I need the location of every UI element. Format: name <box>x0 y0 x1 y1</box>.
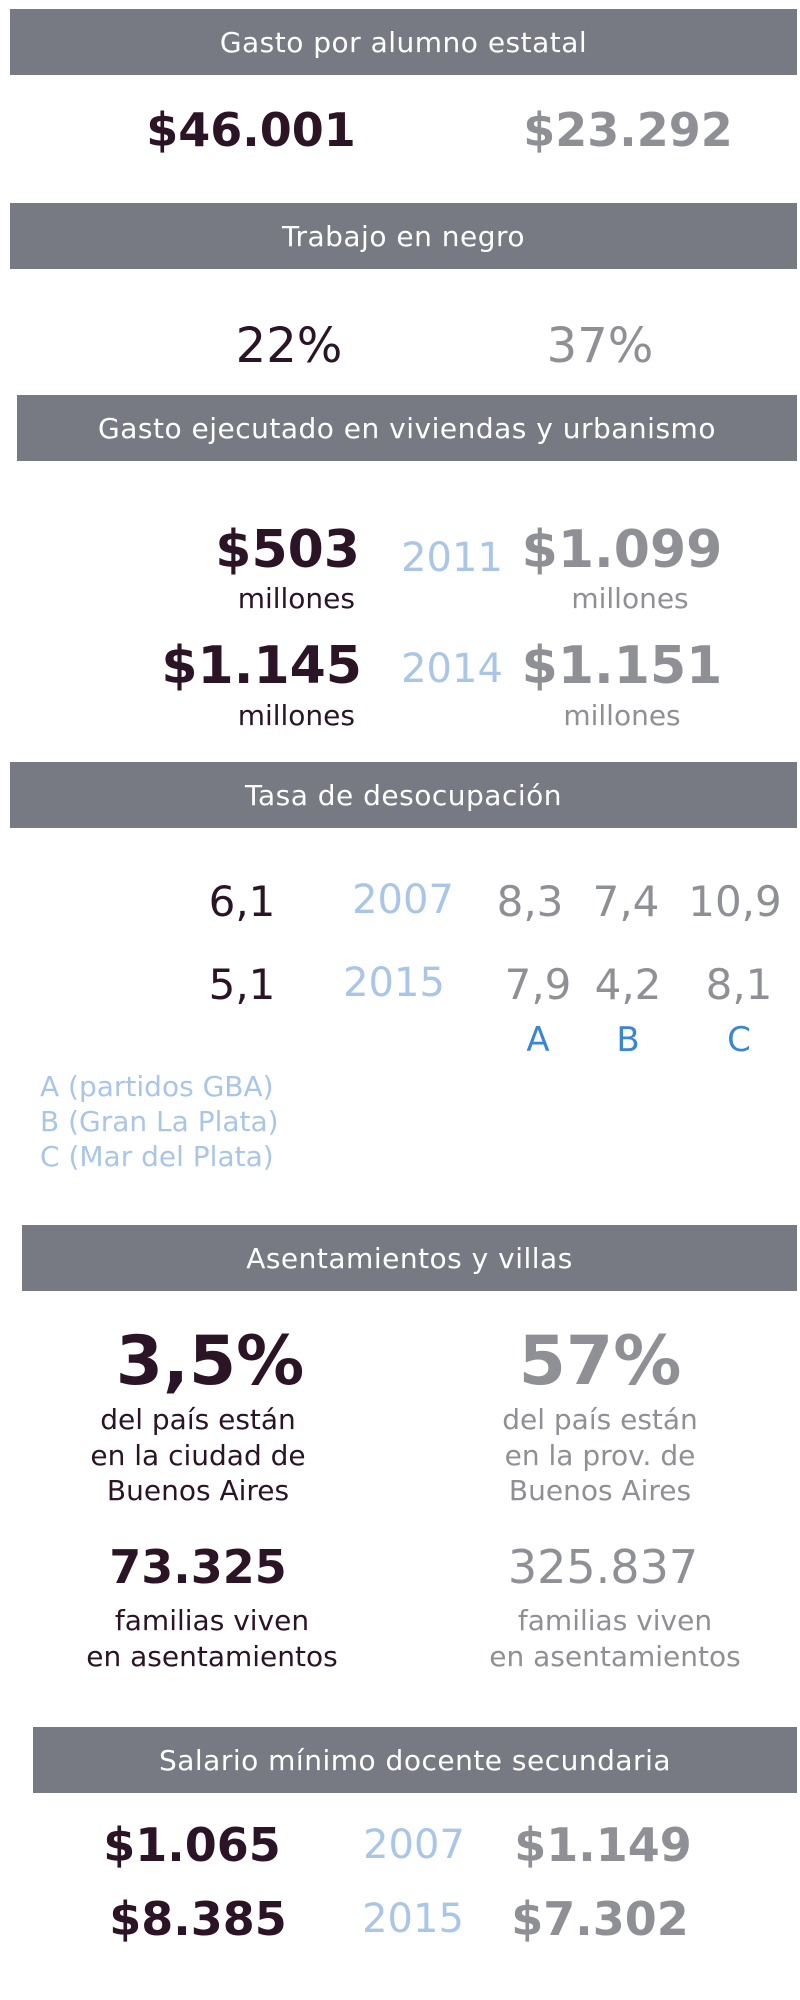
section-header-salario: Salario mínimo docente secundaria <box>33 1727 797 1793</box>
asentamientos-ciudad-pct: 3,5% <box>115 1322 305 1401</box>
section-title: Asentamientos y villas <box>246 1241 573 1275</box>
desocupacion-2007-b: 7,4 <box>592 877 660 926</box>
gasto-alumno-provincia: $23.292 <box>523 103 733 157</box>
asentamientos-ciudad-desc-3: Buenos Aires <box>106 1474 290 1507</box>
salario-year-2007: 2007 <box>363 1822 465 1868</box>
asentamientos-provincia-familias-desc-2: en asentamientos <box>489 1640 741 1673</box>
section-title: Gasto por alumno estatal <box>219 25 588 59</box>
desocupacion-2007-a: 8,3 <box>496 877 564 926</box>
viviendas-2011-provincia-unit: millones <box>571 582 689 615</box>
trabajo-negro-ciudad: 22% <box>235 318 343 374</box>
trabajo-negro-provincia: 37% <box>546 318 654 374</box>
desocupacion-col-b: B <box>616 1020 640 1060</box>
viviendas-2014-provincia-unit: millones <box>563 699 681 732</box>
viviendas-year-2014: 2014 <box>401 646 503 692</box>
asentamientos-ciudad-desc-2: en la ciudad de <box>90 1439 306 1472</box>
desocupacion-col-c: C <box>727 1020 751 1060</box>
desocupacion-2007-ciudad: 6,1 <box>208 877 276 926</box>
viviendas-year-2011: 2011 <box>401 535 503 581</box>
viviendas-2014-ciudad: $1.145 <box>161 636 362 696</box>
asentamientos-provincia-desc-3: Buenos Aires <box>508 1474 692 1507</box>
viviendas-2011-ciudad: $503 <box>215 520 360 580</box>
asentamientos-ciudad-familias-desc-1: familias viven <box>114 1604 310 1637</box>
desocupacion-2015-a: 7,9 <box>504 960 572 1009</box>
asentamientos-provincia-pct: 57% <box>518 1322 682 1401</box>
section-title: Salario mínimo docente secundaria <box>158 1743 672 1777</box>
section-header-viviendas: Gasto ejecutado en viviendas y urbanismo <box>17 395 797 461</box>
salario-2015-ciudad: $8.385 <box>109 1892 287 1946</box>
desocupacion-year-2007: 2007 <box>352 877 454 923</box>
asentamientos-provincia-desc-1: del país están <box>502 1403 698 1436</box>
viviendas-2014-provincia: $1.151 <box>521 636 723 696</box>
section-header-asentamientos: Asentamientos y villas <box>22 1225 797 1291</box>
desocupacion-legend-c: C (Mar del Plata) <box>40 1140 274 1173</box>
desocupacion-legend-b: B (Gran La Plata) <box>40 1105 279 1138</box>
asentamientos-ciudad-familias: 73.325 <box>109 1540 287 1594</box>
salario-year-2015: 2015 <box>362 1896 464 1942</box>
gasto-alumno-ciudad: $46.001 <box>146 103 356 157</box>
desocupacion-2015-b: 4,2 <box>594 960 662 1009</box>
asentamientos-ciudad-familias-desc-2: en asentamientos <box>86 1640 338 1673</box>
desocupacion-legend-a: A (partidos GBA) <box>40 1070 274 1103</box>
desocupacion-year-2015: 2015 <box>343 960 445 1006</box>
asentamientos-provincia-desc-2: en la prov. de <box>504 1439 696 1472</box>
salario-2015-provincia: $7.302 <box>511 1892 689 1946</box>
desocupacion-2015-c: 8,1 <box>705 960 773 1009</box>
asentamientos-provincia-familias: 325.837 <box>507 1540 699 1594</box>
section-header-desocupacion: Tasa de desocupación <box>10 762 797 828</box>
section-header-gasto-alumno: Gasto por alumno estatal <box>10 9 797 75</box>
section-header-trabajo-negro: Trabajo en negro <box>10 203 797 269</box>
viviendas-2011-ciudad-unit: millones <box>237 582 355 615</box>
desocupacion-col-a: A <box>526 1020 550 1060</box>
desocupacion-2007-c: 10,9 <box>688 877 782 926</box>
desocupacion-2015-ciudad: 5,1 <box>208 960 276 1009</box>
section-title: Trabajo en negro <box>281 219 526 253</box>
salario-2007-ciudad: $1.065 <box>103 1818 281 1872</box>
asentamientos-provincia-familias-desc-1: familias viven <box>517 1604 713 1637</box>
viviendas-2011-provincia: $1.099 <box>521 520 723 580</box>
section-title: Gasto ejecutado en viviendas y urbanismo <box>98 411 716 445</box>
asentamientos-ciudad-desc-1: del país están <box>100 1403 296 1436</box>
salario-2007-provincia: $1.149 <box>514 1818 692 1872</box>
viviendas-2014-ciudad-unit: millones <box>237 699 355 732</box>
section-title: Tasa de desocupación <box>244 778 562 812</box>
